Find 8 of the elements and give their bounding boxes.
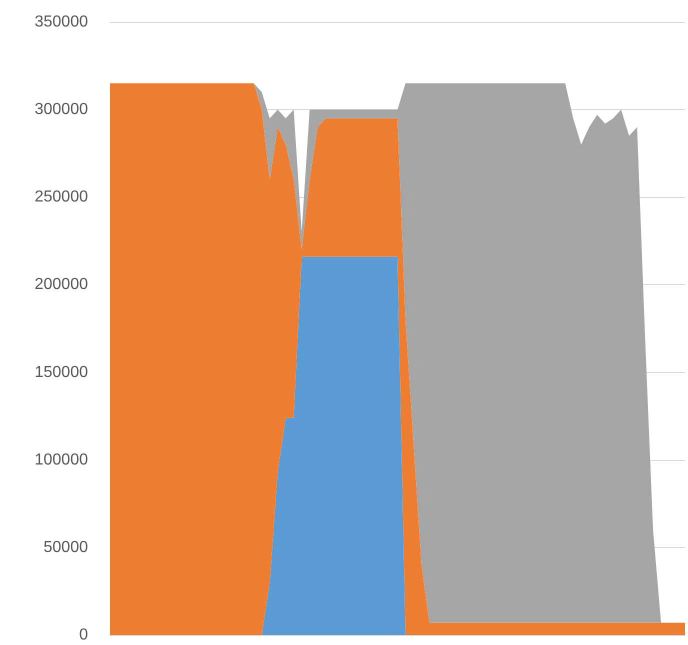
y-tick-label: 300000 [34,101,88,118]
y-tick-label: 350000 [34,14,88,30]
y-tick-label: 200000 [34,276,88,294]
y-tick-label: 100000 [34,451,88,468]
y-tick-label: 250000 [34,188,88,206]
y-tick-label: 0 [79,626,88,644]
y-tick-label: 150000 [34,364,88,381]
y-tick-label: 50000 [44,538,88,556]
